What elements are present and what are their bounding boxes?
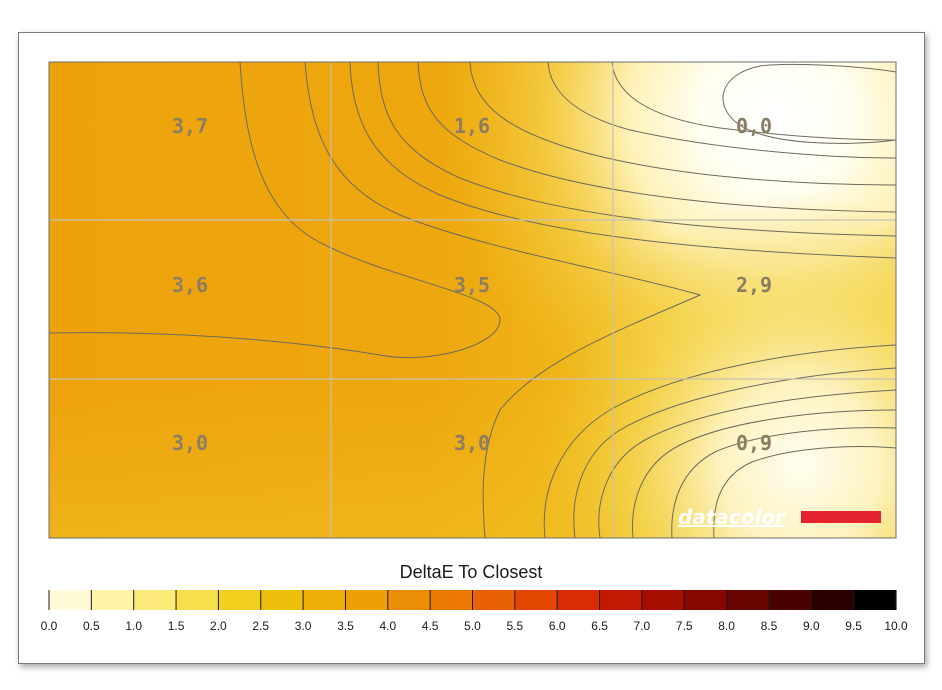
legend-title: DeltaE To Closest (399, 562, 543, 582)
color-scale-segment (133, 590, 177, 610)
color-scale-tick-label: 6.5 (591, 619, 608, 633)
cell-value: 1,6 (454, 114, 490, 138)
color-scale-segment (345, 590, 389, 610)
datacolor-logo: datacolor (678, 505, 881, 529)
heatmap-fill (49, 62, 896, 538)
color-scale-tick-label: 1.5 (168, 619, 185, 633)
color-scale-segment (176, 590, 219, 610)
cell-value: 0,0 (736, 114, 772, 138)
cell-values: 3,7 1,6 0,0 3,6 3,5 2,9 3,0 3,0 0,9 (172, 114, 772, 455)
cell-value: 3,5 (454, 273, 490, 297)
cell-value: 3,0 (172, 431, 208, 455)
color-scale-segment (853, 590, 897, 610)
color-scale-segment (599, 590, 643, 610)
color-scale-tick-label: 3.5 (337, 619, 354, 633)
cell-value: 0,9 (736, 431, 772, 455)
color-scale-segment (514, 590, 558, 610)
color-scale-tick-label: 0.5 (83, 619, 100, 633)
contour-heatmap: 3,7 1,6 0,0 3,6 3,5 2,9 3,0 3,0 0,9 data… (48, 61, 897, 539)
color-scale-segment (472, 590, 516, 610)
color-scale-segment (387, 590, 431, 610)
color-scale-segment (641, 590, 685, 610)
color-scale-segment (430, 590, 474, 610)
cell-value: 3,7 (172, 114, 208, 138)
color-scale-tick-label: 5.0 (464, 619, 481, 633)
color-scale-segment (811, 590, 855, 610)
datacolor-logo-bar (801, 511, 881, 523)
color-scale-tick-label: 4.0 (379, 619, 396, 633)
color-scale-tick-label: 9.0 (803, 619, 820, 633)
color-scale-segment (91, 590, 135, 610)
color-scale-segment (684, 590, 728, 610)
color-scale-segment (726, 590, 770, 610)
color-scale-tick-label: 2.5 (252, 619, 269, 633)
color-scale-tick-label: 9.5 (845, 619, 862, 633)
color-scale-segment (260, 590, 304, 610)
contour-lines (49, 62, 896, 538)
color-scale-segment (49, 590, 92, 610)
color-scale-tick-label: 0.0 (41, 619, 58, 633)
color-scale-tick-label: 2.0 (210, 619, 227, 633)
grid-lines (49, 62, 896, 538)
color-scale-tick-label: 4.5 (422, 619, 439, 633)
color-scale-tick-label: 7.0 (634, 619, 651, 633)
color-scale-tick-label: 6.0 (549, 619, 566, 633)
color-scale-tick-label: 1.0 (125, 619, 142, 633)
cell-value: 2,9 (736, 273, 772, 297)
color-scale-segment (303, 590, 347, 610)
color-scale-segment (557, 590, 601, 610)
color-scale-tick-label: 7.5 (676, 619, 693, 633)
color-scale-tick-label: 5.5 (507, 619, 524, 633)
color-scale-tick-label: 8.0 (718, 619, 735, 633)
color-scale-tick-label: 3.0 (295, 619, 312, 633)
color-scale-segment (768, 590, 812, 610)
datacolor-logo-text: datacolor (678, 505, 786, 529)
cell-value: 3,0 (454, 431, 490, 455)
color-scale-segment (218, 590, 262, 610)
color-scale-tick-label: 8.5 (761, 619, 778, 633)
color-scale-tick-label: 10.0 (884, 619, 908, 633)
plot-border (48, 61, 897, 539)
cell-value: 3,6 (172, 273, 208, 297)
